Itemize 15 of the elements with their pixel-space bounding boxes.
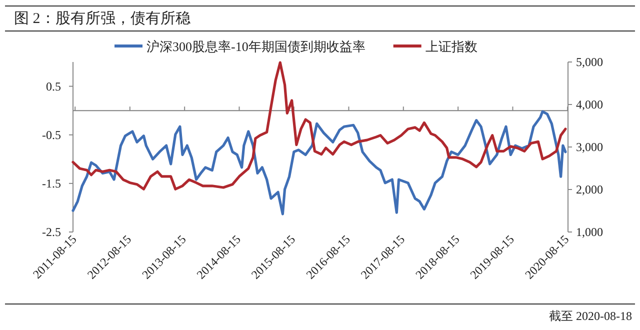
line-series <box>72 110 567 216</box>
y-tick-label: -2.5 <box>42 225 61 239</box>
y2-tick-label: 5,000 <box>576 55 603 69</box>
chart-title: 图 2：股有所强，债有所稳 <box>14 10 190 27</box>
y-tick-label: -0.5 <box>42 128 61 142</box>
y2-tick-label: 1,000 <box>576 225 603 239</box>
y2-tick-label: 2,000 <box>576 182 603 196</box>
y-tick-label: 0.5 <box>46 79 61 94</box>
y2-tick-label: 4,000 <box>576 98 603 112</box>
legend-label: 上证指数 <box>425 39 478 54</box>
text: 截至 2020-08-18 <box>549 309 632 323</box>
y-tick-label: -1.5 <box>42 176 61 190</box>
y2-tick-label: 3,000 <box>576 140 603 154</box>
legend-label: 沪深300股息率-10年期国债到期收益率 <box>146 39 366 54</box>
line-series <box>72 61 567 190</box>
